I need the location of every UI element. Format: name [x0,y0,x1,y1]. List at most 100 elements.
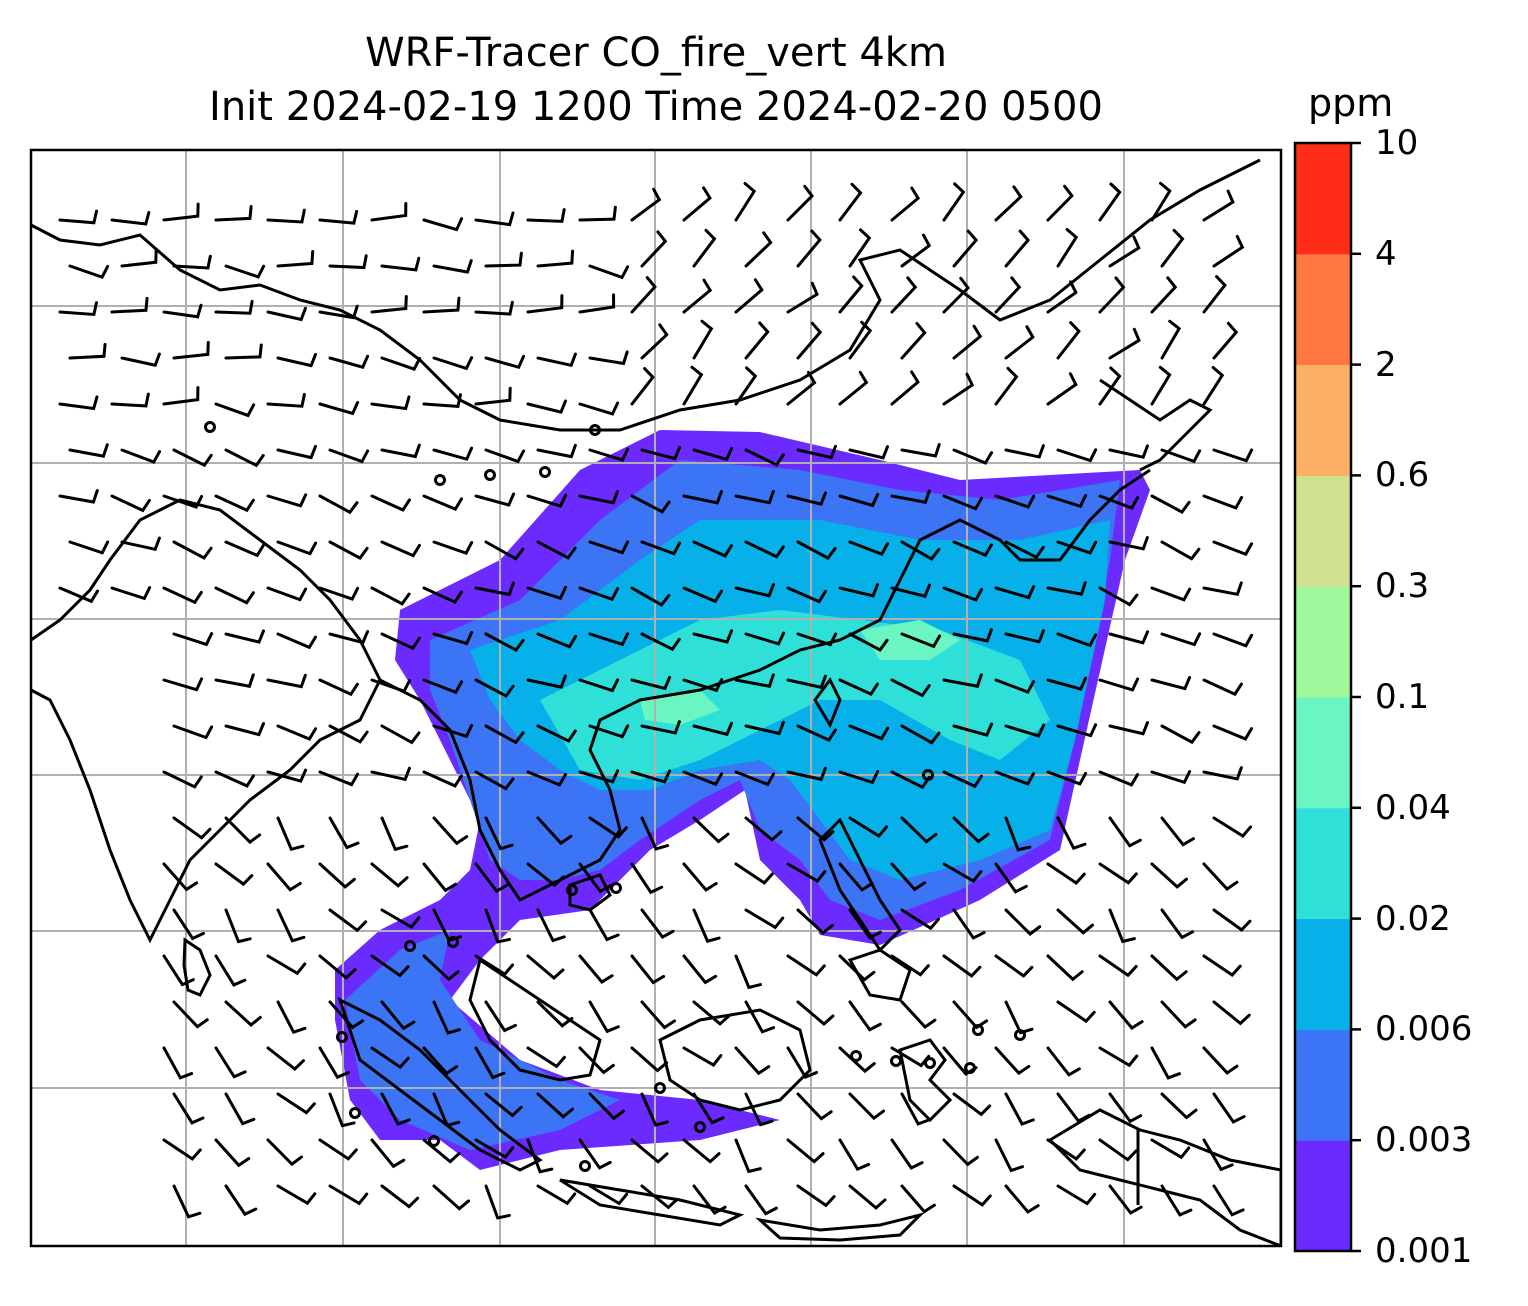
wind-barb [994,1046,1031,1076]
wind-barb [328,1000,365,1030]
wind-barb [214,673,255,688]
wind-barb [1150,494,1191,514]
calm-wind-marker [922,769,934,781]
wind-barb [474,954,515,977]
wind-barb [1108,444,1149,459]
wind-barb [952,448,994,465]
wind-barb [172,908,205,941]
calm-wind-marker [404,940,416,952]
wind-barb [796,444,837,460]
wind-barb [890,678,931,698]
wind-barb [1098,1046,1139,1068]
calm-wind-marker [964,1062,976,1074]
calm-wind-marker [349,1107,361,1119]
wind-barb [224,1092,256,1126]
wind-barb [110,210,151,226]
wind-barb [994,276,1022,314]
wind-barb [422,862,458,893]
wind-barb [1056,1000,1096,1024]
wind-barb [692,228,717,268]
wind-barb [526,493,568,508]
wind-barb [1150,1138,1191,1160]
colorbar-tick-label: 0.1 [1375,677,1430,717]
colorbar-segment [1295,364,1351,476]
wind-barb [848,908,882,940]
wind-barb [422,954,460,982]
colorbar-tick-label: 2 [1375,344,1397,385]
wind-barb [890,583,932,598]
wind-barb [484,354,526,370]
wind-barb [1056,632,1098,648]
wind-barb [1046,372,1078,406]
wind-barb [682,490,723,505]
wind-barb [952,816,990,844]
wind-barb [1046,770,1088,786]
wind-barb [838,182,863,222]
wind-barb [900,632,942,649]
wind-barb [172,540,213,560]
wind-barb [952,1092,992,1117]
wind-barb [370,395,411,411]
colorbar [1293,141,1361,1253]
wind-barb [58,209,99,225]
wind-barb [380,1184,420,1209]
lat-lon-gridlines [31,150,1281,1246]
wind-barb [588,724,630,739]
wind-barbs [58,181,1254,1220]
wind-barb [1212,321,1239,360]
coastlines [31,158,1281,1246]
coast-taiwan [813,677,842,729]
wind-barb [994,494,1036,509]
wind-barb [214,402,256,418]
wind-barb [994,1138,1024,1173]
wind-barb [1098,862,1138,885]
wind-barb [630,586,671,607]
wind-barb [630,862,664,895]
wind-barb [328,816,360,850]
wind-barb [58,586,100,604]
wind-barb [838,1046,876,1074]
wind-barb [432,356,474,371]
calm-wind-marker [579,1160,591,1172]
wind-barb [900,908,940,931]
wind-barb [526,1138,554,1174]
wind-barb [172,448,213,468]
co-tracer-field [335,430,1150,1170]
wind-barb [474,581,515,597]
colorbar-tick-label: 0.003 [1375,1120,1473,1161]
wind-barb [1004,629,1045,644]
wind-barb [692,629,733,644]
wind-barb [432,1092,461,1128]
wind-barb [1212,724,1254,741]
wind-barb [786,491,828,506]
wind-barb [484,251,523,268]
wind-barb [994,678,1036,694]
wind-barb [838,275,864,314]
wind-barb [266,208,306,224]
wind-barb [214,770,255,788]
wind-barb [432,540,474,556]
wind-barb [1046,493,1088,509]
wind-barb [890,1138,924,1170]
wind-barb [890,276,918,314]
wind-barb [328,1184,369,1206]
wind-barb [68,264,110,279]
wind-barb [796,632,838,647]
wind-barb [630,954,666,985]
wind-barb [1212,1000,1251,1026]
wind-barb [484,1000,517,1033]
wind-barb [942,182,966,222]
wind-barb [276,1092,316,1115]
coast-philippines [818,817,902,953]
wind-barb [682,1138,721,1164]
wind-barb [432,630,474,646]
wind-barb [1202,862,1239,891]
wind-barb [266,954,307,976]
calm-wind-marker [447,936,459,948]
colorbar-segment [1295,253,1351,366]
wind-barb [276,1184,317,1206]
wind-barb [432,1184,471,1211]
wind-barb [484,448,526,464]
wind-barb [640,230,668,268]
